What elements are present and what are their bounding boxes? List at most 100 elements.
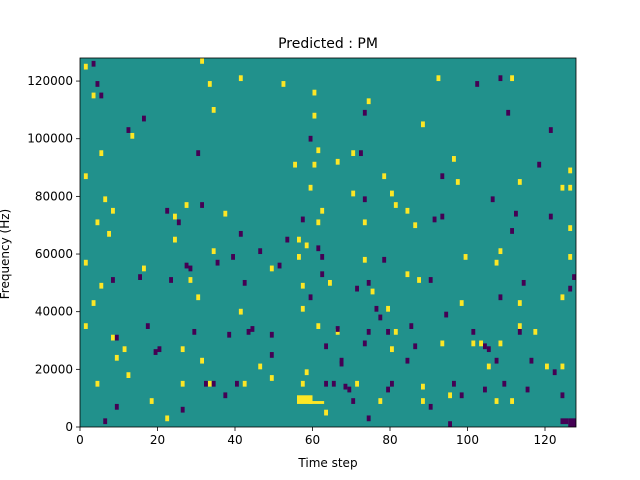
heatmap-cell-low: [366, 415, 371, 422]
heatmap-cell-low: [145, 323, 150, 329]
heatmap-cell-high: [386, 305, 390, 312]
heatmap-cell-high: [200, 58, 204, 64]
heatmap-cell-high: [440, 340, 445, 347]
heatmap-cell-high: [362, 219, 367, 226]
heatmap-cell-high: [328, 279, 332, 286]
heatmap-cell-high: [297, 395, 313, 404]
heatmap-cell-low: [521, 279, 526, 286]
heatmap-cell-low: [362, 340, 367, 347]
heatmap-cell-low: [339, 357, 344, 364]
heatmap-cell-high: [173, 236, 177, 243]
heatmap-cell-high: [99, 282, 104, 289]
heatmap-cell-high: [568, 184, 573, 191]
heatmap-cell-low: [374, 305, 379, 312]
heatmap-cell-low: [355, 285, 359, 292]
heatmap-cell-low: [386, 386, 390, 393]
heatmap-cell-high: [390, 346, 394, 353]
heatmap-cell-high: [498, 248, 503, 255]
heatmap-cell-low: [258, 248, 263, 255]
heatmap-cell-high: [111, 334, 115, 341]
heatmap-cell-low: [331, 380, 336, 387]
heatmap-cell-low: [517, 328, 522, 335]
heatmap-cell-low: [316, 245, 321, 252]
heatmap-cell-high: [95, 219, 100, 226]
heatmap-cell-low: [114, 403, 119, 410]
heatmap-cell-high: [393, 202, 398, 208]
heatmap-cell-low: [382, 256, 387, 263]
heatmap-cell-low: [324, 380, 328, 387]
heatmap-cell-high: [517, 300, 522, 306]
heatmap-cell-low: [246, 328, 251, 335]
heatmap-cell-low: [200, 202, 204, 208]
x-tick-label: 60: [305, 433, 320, 447]
heatmap-cell-high: [498, 340, 503, 347]
heatmap-cell-low: [277, 262, 282, 269]
y-tick-label: 40000: [35, 305, 73, 319]
heatmap-cell-high: [312, 89, 317, 96]
heatmap-cell-low: [525, 386, 530, 393]
heatmap-cell-high: [560, 184, 565, 191]
heatmap-cell-high: [517, 179, 522, 185]
heatmap-cell-high: [165, 415, 170, 422]
x-tick-label: 20: [150, 433, 165, 447]
heatmap-cell-low: [99, 92, 104, 99]
heatmap-cell-high: [568, 254, 573, 260]
heatmap-cell-high: [107, 230, 111, 237]
heatmap-cell-high: [207, 380, 212, 387]
heatmap-cell-low: [111, 277, 115, 283]
heatmap-cell-low: [386, 328, 390, 335]
heatmap-cell-high: [494, 398, 499, 404]
x-tick-label: 40: [227, 433, 242, 447]
heatmap-cell-high: [568, 225, 573, 231]
heatmap-cell-low: [366, 328, 371, 335]
y-tick-label: 120000: [27, 74, 73, 88]
heatmap-cell-high: [238, 308, 243, 315]
x-tick-label: 120: [534, 433, 557, 447]
heatmap-cell-low: [432, 216, 437, 223]
x-axis-label: Time step: [297, 456, 357, 470]
heatmap-cell-high: [545, 363, 549, 370]
heatmap-cell-high: [351, 150, 356, 157]
heatmap-cell-high: [560, 363, 565, 370]
heatmap-cell-high: [83, 63, 88, 70]
heatmap-cell-high: [122, 346, 127, 353]
heatmap-cell-low: [231, 254, 235, 260]
heatmap-cell-low: [157, 346, 162, 353]
heatmap-cell-low: [269, 352, 274, 358]
heatmap-cell-high: [304, 242, 309, 249]
heatmap-cell-high: [382, 173, 387, 180]
heatmap-cell-low: [568, 418, 576, 427]
heatmap-cell-high: [207, 81, 212, 87]
heatmap-cell-high: [211, 248, 216, 255]
heatmap-plot-area: [80, 58, 576, 427]
heatmap-cell-high: [142, 265, 146, 272]
heatmap-cell-high: [471, 340, 476, 347]
heatmap-cell-low: [572, 274, 576, 280]
heatmap-cell-low: [510, 228, 514, 234]
heatmap-cell-high: [390, 190, 394, 197]
heatmap-cell-high: [83, 323, 88, 329]
heatmap-cell-low: [176, 219, 181, 226]
heatmap-cell-low: [362, 109, 367, 116]
heatmap-cell-low: [153, 349, 158, 355]
heatmap-cell-low: [204, 380, 208, 387]
heatmap-cell-high: [436, 75, 441, 82]
heatmap-cell-high: [173, 213, 177, 220]
x-tick-label: 0: [76, 433, 84, 447]
heatmap-cell-high: [130, 132, 135, 139]
heatmap-cell-low: [362, 196, 367, 203]
heatmap-cell-high: [335, 158, 340, 165]
heatmap-cell-low: [537, 161, 542, 168]
heatmap-cell-high: [103, 196, 108, 203]
heatmap-cell-low: [366, 279, 371, 286]
heatmap-cell-high: [378, 398, 383, 404]
heatmap-cell-low: [486, 346, 491, 353]
y-axis-label: Frequency (Hz): [0, 209, 12, 300]
heatmap-cell-high: [370, 288, 375, 295]
heatmap-cell-low: [238, 230, 243, 237]
heatmap-cell-low: [192, 328, 197, 335]
heatmap-cell-low: [91, 60, 96, 67]
heatmap-cell-low: [490, 196, 495, 203]
heatmap-cell-high: [448, 392, 452, 399]
